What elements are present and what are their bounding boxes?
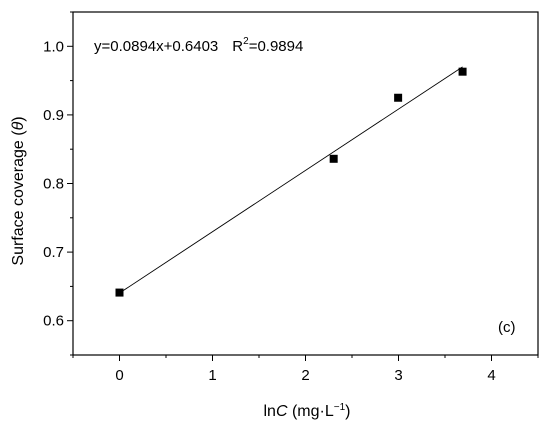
fit-line <box>119 66 463 294</box>
x-axis-title-unit: (mg·L <box>288 403 334 420</box>
x-axis-title-italic: C <box>276 403 288 420</box>
x-tick-label: 2 <box>301 367 309 384</box>
x-axis-title-close: ) <box>345 403 350 420</box>
y-axis-title-main: Surface coverage ( <box>10 130 27 266</box>
axis-ticks <box>67 11 539 361</box>
panel-label: (c) <box>498 319 516 336</box>
data-point <box>115 288 124 297</box>
y-tick-label: 0.8 <box>43 176 64 193</box>
fit-line-group <box>119 66 463 294</box>
x-axis-title-main: ln <box>264 403 276 420</box>
plot-frame <box>72 11 539 356</box>
x-tick-label: 3 <box>394 367 402 384</box>
y-tick-label: 0.7 <box>43 244 64 261</box>
equation-text: y=0.0894x+0.6403 <box>94 38 218 55</box>
r2-value: =0.9894 <box>249 38 304 55</box>
data-point <box>394 93 403 102</box>
data-point <box>329 154 338 163</box>
r2-superscript: 2 <box>243 36 249 47</box>
x-axis-title-sup: −1 <box>334 402 346 413</box>
x-tick-label: 0 <box>115 367 123 384</box>
plot-border <box>72 11 539 356</box>
r2-label: R <box>232 38 243 55</box>
x-tick-label: 1 <box>208 367 216 384</box>
equation-annotation: y=0.0894x+0.6403 R2=0.9894 <box>94 36 303 55</box>
y-axis-title-close: ) <box>10 116 27 121</box>
x-tick-label: 4 <box>487 367 495 384</box>
data-point <box>458 67 467 76</box>
y-axis-title: Surface coverage (θ) <box>10 116 27 265</box>
y-tick-label: 1.0 <box>43 38 64 55</box>
y-tick-label: 0.9 <box>43 107 64 124</box>
tick-labels: 0 1 2 3 4 0.6 0.7 0.8 0.9 1.0 <box>43 38 496 384</box>
y-axis-title-italic: θ <box>10 121 27 130</box>
x-axis-title: lnC (mg·L−1) <box>264 402 351 420</box>
y-tick-label: 0.6 <box>43 313 64 330</box>
data-points <box>115 67 467 297</box>
